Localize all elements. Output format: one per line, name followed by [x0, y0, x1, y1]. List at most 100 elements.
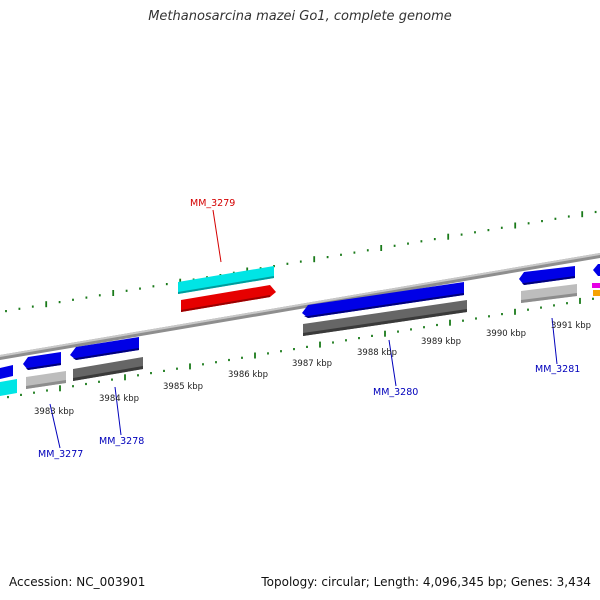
- tick-label: 3989 kbp: [421, 337, 461, 347]
- minor-tick: [18, 307, 21, 310]
- minor-tick: [137, 374, 139, 377]
- minor-tick: [165, 283, 168, 286]
- minor-tick: [567, 215, 570, 218]
- minor-tick: [436, 323, 438, 327]
- tick-label: 3985 kbp: [163, 382, 203, 392]
- gene-label-mm3279[interactable]: MM_3279: [190, 198, 235, 209]
- cds-mm3281-shade: [522, 276, 575, 285]
- major-tick: [447, 233, 450, 240]
- minor-tick: [202, 363, 204, 366]
- minor-tick: [340, 253, 342, 256]
- minor-tick: [420, 240, 423, 243]
- accession-text: Accession: NC_003901: [9, 575, 146, 589]
- minor-tick: [332, 341, 334, 344]
- tick-label: 3986 kbp: [228, 370, 268, 380]
- minor-tick: [85, 382, 87, 386]
- minor-tick: [125, 289, 128, 292]
- minor-tick: [58, 301, 61, 304]
- gene-partial-orange[interactable]: [593, 290, 600, 296]
- minor-tick: [98, 294, 101, 297]
- minor-tick: [397, 330, 399, 333]
- minor-tick: [46, 389, 48, 392]
- minor-tick: [540, 306, 542, 309]
- gene-label-mm3277[interactable]: MM_3277: [38, 449, 83, 460]
- minor-tick: [462, 319, 464, 322]
- minor-tick: [5, 310, 7, 313]
- minor-tick: [527, 308, 529, 311]
- minor-tick: [228, 358, 230, 362]
- cds-mm3278-shade: [73, 348, 139, 360]
- tick-label-layer: 3983 kbp 3984 kbp 3985 kbp 3986 kbp 3987…: [34, 321, 591, 417]
- tick-label: 3990 kbp: [486, 329, 526, 339]
- feature-layer: [0, 253, 600, 396]
- gene-partial-magenta[interactable]: [592, 283, 600, 288]
- minor-tick: [541, 220, 543, 223]
- minor-tick: [152, 285, 155, 288]
- minor-tick: [474, 231, 476, 234]
- cds-partial-right[interactable]: [593, 264, 600, 276]
- cds-mm3278[interactable]: [70, 337, 139, 360]
- cds-mm3279-shade: [181, 295, 270, 312]
- minor-tick: [393, 244, 396, 247]
- minor-tick: [150, 372, 152, 375]
- major-tick: [189, 363, 191, 370]
- gene-mm3279-cyan-shade: [178, 276, 274, 294]
- minor-tick: [163, 369, 165, 372]
- minor-tick: [423, 326, 425, 329]
- major-tick: [579, 297, 581, 304]
- gene-partial-left-cyan[interactable]: [0, 379, 17, 396]
- gene-label-mm3278[interactable]: MM_3278: [99, 436, 144, 447]
- major-tick: [380, 245, 383, 251]
- tick-label: 3988 kbp: [357, 348, 397, 358]
- minor-tick: [176, 367, 178, 370]
- minor-tick: [487, 229, 490, 232]
- minor-tick: [353, 251, 356, 254]
- gene-label-mm3281[interactable]: MM_3281: [535, 364, 580, 375]
- cds-mm3281[interactable]: [519, 266, 575, 285]
- minor-tick: [306, 345, 308, 348]
- major-tick: [514, 222, 517, 229]
- cds-partial-left[interactable]: [0, 365, 13, 379]
- major-tick: [112, 290, 115, 296]
- minor-tick: [475, 317, 477, 320]
- minor-tick: [33, 391, 35, 394]
- minor-tick: [460, 233, 463, 236]
- minor-tick: [293, 348, 295, 351]
- minor-tick: [371, 334, 373, 337]
- tick-label: 3983 kbp: [34, 407, 74, 417]
- minor-tick: [215, 361, 217, 364]
- minor-tick: [241, 356, 243, 359]
- minor-tick: [554, 217, 557, 220]
- major-tick: [313, 256, 316, 263]
- tick-layer: [5, 210, 597, 399]
- gene-mm3281-gray-shade: [521, 293, 577, 303]
- minor-tick: [267, 352, 269, 355]
- minor-tick: [139, 287, 141, 290]
- major-tick: [45, 301, 48, 308]
- minor-tick: [72, 385, 74, 388]
- tick-label: 3984 kbp: [99, 394, 139, 404]
- major-tick: [319, 341, 321, 348]
- minor-tick: [501, 313, 503, 316]
- major-tick: [384, 330, 386, 337]
- gene-label-mm3280[interactable]: MM_3280: [373, 387, 418, 398]
- minor-tick: [592, 297, 594, 300]
- genome-summary-text: Topology: circular; Length: 4,096,345 bp…: [261, 575, 591, 589]
- major-tick: [514, 308, 516, 315]
- minor-tick: [553, 304, 555, 307]
- cds-mm3280[interactable]: [302, 282, 464, 318]
- tick-label: 3987 kbp: [292, 359, 332, 369]
- gene-mm3279-cyan[interactable]: [178, 266, 274, 294]
- cds-mm3279[interactable]: [181, 285, 276, 312]
- minor-tick: [72, 298, 74, 301]
- minor-tick: [488, 315, 490, 318]
- callout-line-mm3281: [551, 317, 558, 365]
- minor-tick: [566, 302, 568, 305]
- cds-mm3280-shade: [304, 293, 464, 318]
- minor-tick: [111, 378, 113, 381]
- callout-line-mm3280: [388, 339, 397, 387]
- minor-tick: [527, 222, 530, 225]
- minor-tick: [358, 337, 360, 340]
